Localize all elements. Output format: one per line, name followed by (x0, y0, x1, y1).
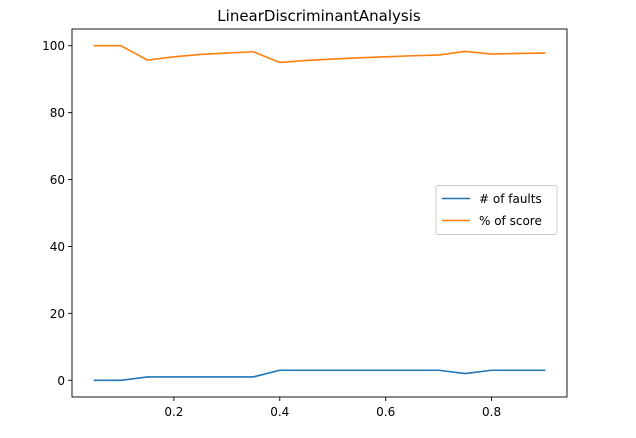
series-line-1 (93, 44, 546, 64)
y-tick-label: 100 (42, 39, 65, 53)
y-tick-label: 20 (50, 307, 65, 321)
x-tick-label: 0.6 (376, 405, 395, 419)
chart-title: LinearDiscriminantAnalysis (217, 7, 421, 25)
x-tick-label: 0.4 (270, 405, 289, 419)
y-tick-label: 80 (50, 106, 65, 120)
axes: 0.2 0.4 0.6 0.8 0 20 40 60 80 100 (42, 28, 568, 419)
series-group (93, 44, 546, 382)
legend: # of faults % of score (435, 185, 558, 235)
legend-label-0: # of faults (479, 192, 542, 206)
legend-label-1: % of score (479, 214, 542, 228)
x-tick-label: 0.8 (482, 405, 501, 419)
y-tick-label: 40 (50, 240, 65, 254)
y-tick-label: 0 (57, 374, 65, 388)
y-tick-label: 60 (50, 173, 65, 187)
series-line-0 (93, 369, 546, 382)
x-tick-label: 0.2 (164, 405, 183, 419)
plot-frame (71, 28, 568, 398)
